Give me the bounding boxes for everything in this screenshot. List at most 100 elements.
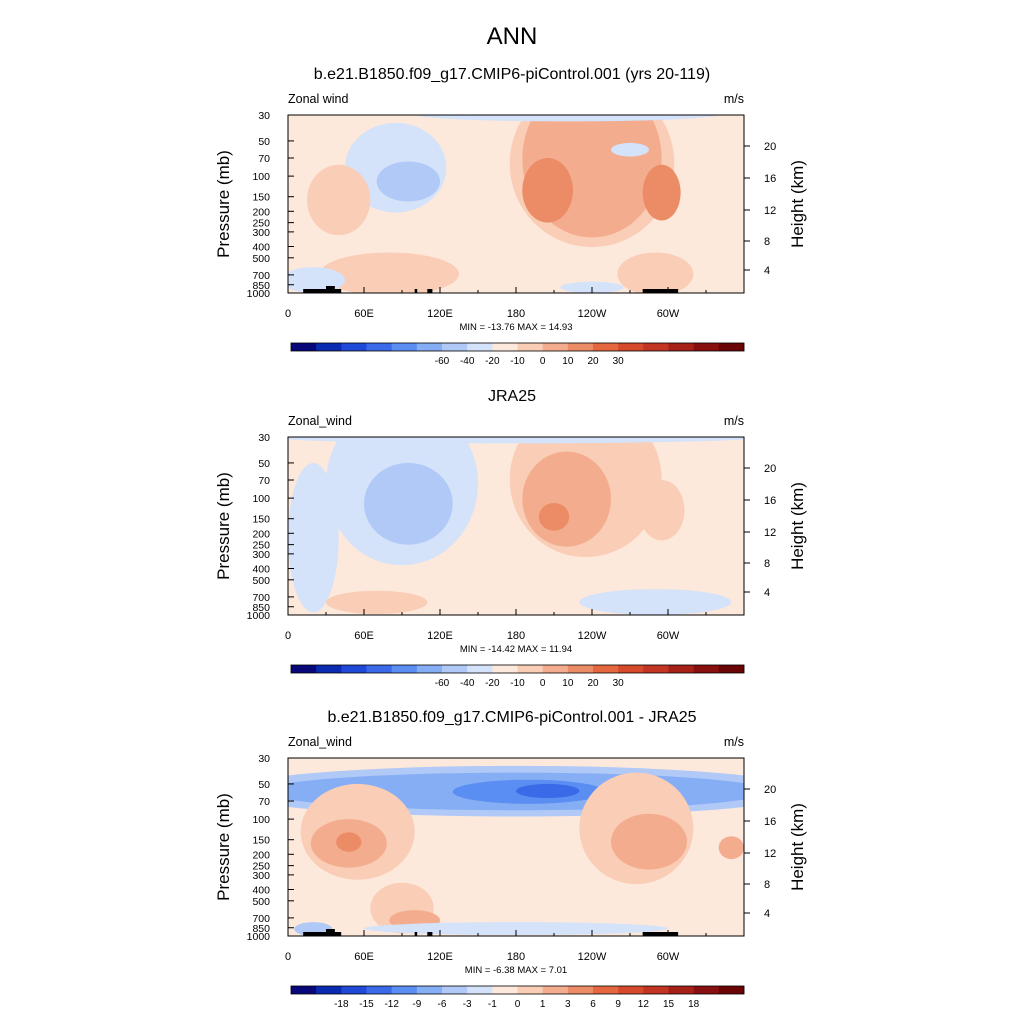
panel-1: b.e21.B1850.f09_g17.CMIP6-piControl.001 … [214,66,807,367]
panel-title: b.e21.B1850.f09_g17.CMIP6-piControl.001 … [327,709,696,726]
colorbar-swatch [618,665,644,673]
pressure-tick-label: 100 [252,814,270,826]
pressure-tick-label: 250 [252,218,270,230]
colorbar-frame [290,342,745,352]
colorbar-label: -20 [485,356,500,367]
height-tick-label: 16 [764,173,776,185]
colorbar-label: 20 [587,678,599,689]
height-tick-label: 8 [764,879,770,891]
colorbar-label: -3 [463,999,472,1010]
colorbar-frame [290,664,745,674]
colorbar-swatch [291,986,317,994]
min-max-stats: MIN = -13.76 MAX = 14.93 [459,322,572,333]
pressure-tick-label: 200 [252,849,270,861]
colorbar-swatch [291,343,317,351]
contour-region [642,164,681,221]
contour-region [336,832,362,852]
colorbar-swatch [442,343,468,351]
topography-block [414,289,418,293]
y-axis-label: Pressure (mb) [214,150,233,258]
colorbar-swatch [567,986,594,994]
colorbar-label: -40 [460,678,475,689]
colorbar-swatch [618,986,644,994]
pressure-tick-label: 850 [252,923,270,935]
colorbar-swatch [693,986,720,994]
pressure-tick-label: 70 [258,475,270,487]
topography-block [303,932,330,936]
contour-region [307,164,371,236]
height-tick-label: 8 [764,558,770,570]
contour-region [718,836,744,860]
figure-title: ANN [487,23,538,50]
colorbar-label: -20 [485,678,500,689]
pressure-tick-label: 150 [252,192,270,204]
colorbar-swatch [391,665,418,673]
colorbar-swatch [442,665,468,673]
pressure-tick-label: 50 [258,136,270,148]
topography-block [427,932,433,936]
contour-field [288,758,744,936]
colorbar-swatch [316,665,342,673]
lon-tick-label: 60W [657,308,680,320]
lon-tick-label: 120E [427,308,453,320]
colorbar-swatch [593,665,619,673]
colorbar-swatch [416,343,443,351]
lon-tick-label: 0 [285,951,291,963]
colorbar-swatch [391,343,418,351]
colorbar-swatch [492,986,518,994]
panel-title: b.e21.B1850.f09_g17.CMIP6-piControl.001 … [314,66,710,83]
colorbar-swatch [567,665,594,673]
pressure-tick-label: 850 [252,602,270,614]
height-tick-label: 12 [764,527,776,539]
topography-mask [303,929,679,936]
pressure-tick-label: 300 [252,549,270,561]
colorbar-swatch [467,343,493,351]
lon-tick-label: 60E [354,951,374,963]
pressure-tick-label: 150 [252,835,270,847]
colorbar-swatch [643,343,669,351]
topography-block [326,929,335,936]
pressure-tick-label: 1000 [247,610,271,622]
pressure-tick-label: 400 [252,241,270,253]
contour-region [288,437,744,444]
units-label: m/s [724,92,744,106]
pressure-tick-label: 500 [252,896,270,908]
pressure-tick-label: 200 [252,528,270,540]
colorbar-label: -9 [412,999,421,1010]
contour-region [617,252,694,293]
colorbar-swatch [391,986,418,994]
height-tick-label: 12 [764,205,776,217]
topography-block [427,289,433,293]
colorbar: -60 -40 -20 -10 0 10 20 30 [290,664,745,689]
variable-label: Zonal_wind [288,735,352,749]
contour-region [376,161,441,202]
pressure-tick-label: 30 [258,753,270,765]
height-tick-label: 20 [764,141,776,153]
colorbar-swatch [316,343,342,351]
colorbar-label: -12 [384,999,399,1010]
pressure-tick-label: 1000 [247,931,271,943]
colorbar-swatch [341,665,367,673]
pressure-tick-label: 700 [252,592,270,604]
colorbar-swatch [467,986,493,994]
pressure-tick-label: 300 [252,870,270,882]
colorbar-label: 0 [540,678,546,689]
colorbar-label: 0 [540,356,546,367]
lon-tick-label: 120W [578,308,607,320]
colorbar-swatch [693,665,720,673]
min-max-stats: MIN = -6.38 MAX = 7.01 [465,965,567,976]
topography-block [642,932,679,936]
contour-region [319,252,459,293]
colorbar-swatch [291,665,317,673]
colorbar-label: -40 [460,356,475,367]
topography-block [326,286,335,293]
colorbar-swatch [517,343,543,351]
contour-region [538,502,570,531]
contour-region [611,813,687,870]
contour-region [611,142,649,157]
y-axis-label-right: Height (km) [788,482,807,570]
colorbar-swatch [618,343,644,351]
colorbar-swatch [668,665,694,673]
colorbar-swatch [668,343,694,351]
units-label: m/s [724,735,744,749]
